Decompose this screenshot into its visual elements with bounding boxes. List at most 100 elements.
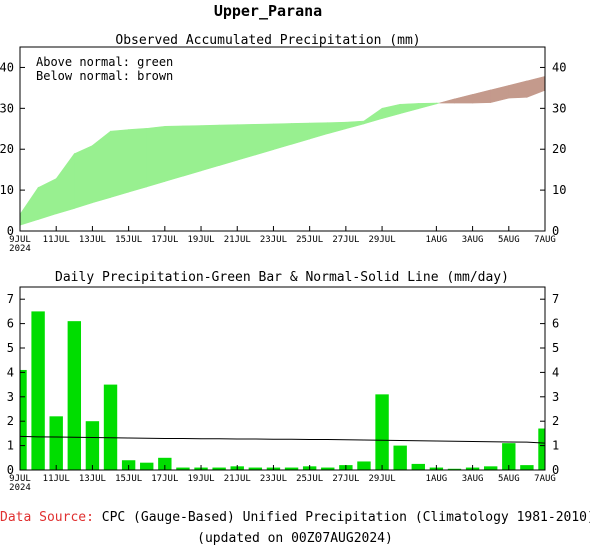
daily-xtick-label: 1AUG bbox=[426, 474, 448, 484]
daily-ytick-label: 1 bbox=[7, 439, 14, 453]
above-normal-area bbox=[309, 122, 329, 140]
data-source-line: Data Source: CPC (Gauge-Based) Unified P… bbox=[0, 510, 590, 525]
daily-xtick-label: 25JUL bbox=[296, 474, 323, 484]
above-normal-area bbox=[363, 107, 383, 125]
above-normal-area bbox=[255, 123, 274, 156]
precip-bar bbox=[176, 467, 190, 470]
above-normal-area bbox=[200, 124, 220, 172]
precip-bar bbox=[520, 465, 534, 470]
legend-above-normal: Above normal: green bbox=[36, 55, 173, 69]
precip-bar bbox=[20, 369, 27, 470]
accumulated-ytick-label: 40 bbox=[0, 60, 14, 74]
above-normal-area bbox=[182, 125, 202, 177]
daily-ytick-label: 6 bbox=[552, 317, 559, 331]
accumulated-xtick-label: 7AUG bbox=[534, 235, 556, 245]
accumulated-ytick-label: 20 bbox=[0, 142, 14, 156]
daily-ytick-label: 7 bbox=[7, 292, 14, 306]
normal-line bbox=[19, 435, 546, 444]
precip-bar bbox=[212, 467, 226, 470]
daily-xtick-label: 13JUL bbox=[79, 474, 106, 484]
daily-xtick-label: 19JUL bbox=[187, 474, 214, 484]
below-normal-area bbox=[508, 80, 528, 99]
daily-xtick-label: 23JUL bbox=[260, 474, 287, 484]
precip-bar bbox=[67, 321, 82, 470]
accumulated-xtick-label: 23JUL bbox=[260, 235, 287, 245]
precip-bar bbox=[447, 468, 462, 470]
above-normal-area bbox=[128, 128, 148, 193]
daily-xtick-label: 3AUG bbox=[462, 474, 484, 484]
precip-bar bbox=[375, 394, 389, 470]
above-normal-area bbox=[381, 103, 401, 119]
above-normal-area bbox=[399, 103, 419, 115]
updated-text: (updated on 00Z07AUG2024) bbox=[197, 531, 393, 546]
daily-xtick-label: 29JUL bbox=[369, 474, 396, 484]
above-normal-area bbox=[436, 102, 440, 105]
precip-bar bbox=[357, 461, 371, 470]
accumulated-xtick-label: 1AUG bbox=[426, 235, 448, 245]
accumulated-ytick-label: 0 bbox=[7, 224, 14, 238]
precip-bar bbox=[502, 443, 516, 470]
accumulated-xtick-label: 3AUG bbox=[462, 235, 484, 245]
precip-bar bbox=[321, 467, 335, 470]
daily-ytick-label: 4 bbox=[7, 365, 14, 379]
accumulated-ytick-label: 0 bbox=[552, 224, 559, 238]
daily-ytick-label: 7 bbox=[552, 292, 559, 306]
above-normal-area bbox=[345, 120, 365, 130]
daily-xtick-label: 27JUL bbox=[332, 474, 359, 484]
precip-bar bbox=[284, 467, 299, 470]
precip-bar bbox=[158, 457, 172, 470]
precip-bar bbox=[103, 384, 118, 470]
above-normal-area bbox=[291, 122, 310, 145]
accumulated-ytick-label: 30 bbox=[552, 101, 566, 115]
daily-ytick-label: 3 bbox=[7, 390, 14, 404]
accumulated-xtick-label: 13JUL bbox=[79, 235, 106, 245]
daily-xtick-label: 5AUG bbox=[498, 474, 520, 484]
daily-ytick-label: 3 bbox=[552, 390, 559, 404]
above-normal-area bbox=[37, 178, 57, 220]
below-normal-area bbox=[490, 85, 510, 103]
accumulated-ytick-label: 10 bbox=[0, 183, 14, 197]
precip-bar bbox=[248, 467, 263, 470]
daily-xtick-label: 7AUG bbox=[534, 474, 556, 484]
above-normal-area bbox=[19, 186, 39, 226]
above-normal-area bbox=[146, 125, 166, 188]
legend-below-normal: Below normal: brown bbox=[36, 69, 173, 83]
accumulated-xtick-label: 21JUL bbox=[224, 235, 251, 245]
figure-title: Upper_Parana bbox=[214, 2, 322, 20]
precip-bar bbox=[411, 463, 425, 470]
above-normal-area bbox=[218, 124, 238, 166]
accumulated-xtick-label: 11JUL bbox=[43, 235, 70, 245]
accumulated-xtick-label: 27JUL bbox=[332, 235, 359, 245]
daily-year-label: 2024 bbox=[9, 483, 31, 493]
accumulated-chart-title: Observed Accumulated Precipitation (mm) bbox=[115, 33, 420, 48]
above-normal-area bbox=[417, 102, 437, 110]
accumulated-xtick-label: 25JUL bbox=[296, 235, 323, 245]
precip-bar bbox=[49, 416, 63, 470]
daily-ytick-label: 4 bbox=[552, 365, 559, 379]
below-normal-area bbox=[472, 89, 491, 104]
above-normal-area bbox=[164, 125, 184, 182]
below-normal-area bbox=[454, 94, 473, 104]
accumulated-ytick-label: 10 bbox=[552, 183, 566, 197]
daily-ytick-label: 2 bbox=[552, 414, 559, 428]
daily-xtick-label: 21JUL bbox=[224, 474, 251, 484]
accumulated-ytick-label: 30 bbox=[0, 101, 14, 115]
above-normal-area bbox=[92, 130, 111, 204]
daily-ytick-label: 5 bbox=[552, 341, 559, 355]
daily-xtick-label: 9JUL bbox=[9, 474, 31, 484]
data-source-label: Data Source: bbox=[0, 510, 94, 525]
accumulated-frame bbox=[19, 46, 546, 232]
daily-xtick-label: 17JUL bbox=[151, 474, 178, 484]
accumulated-xtick-label: 29JUL bbox=[369, 235, 396, 245]
above-normal-area bbox=[74, 145, 93, 209]
daily-ytick-label: 2 bbox=[7, 414, 14, 428]
above-normal-area bbox=[236, 123, 256, 161]
daily-xtick-label: 15JUL bbox=[115, 474, 142, 484]
above-normal-area bbox=[273, 123, 292, 151]
daily-chart: Daily Precipitation-Green Bar & Normal-S… bbox=[7, 270, 559, 493]
above-normal-area bbox=[110, 129, 129, 198]
accumulated-ytick-label: 40 bbox=[552, 60, 566, 74]
below-normal-area bbox=[526, 76, 546, 98]
accumulated-ytick-label: 20 bbox=[552, 142, 566, 156]
precip-bar bbox=[393, 445, 407, 470]
